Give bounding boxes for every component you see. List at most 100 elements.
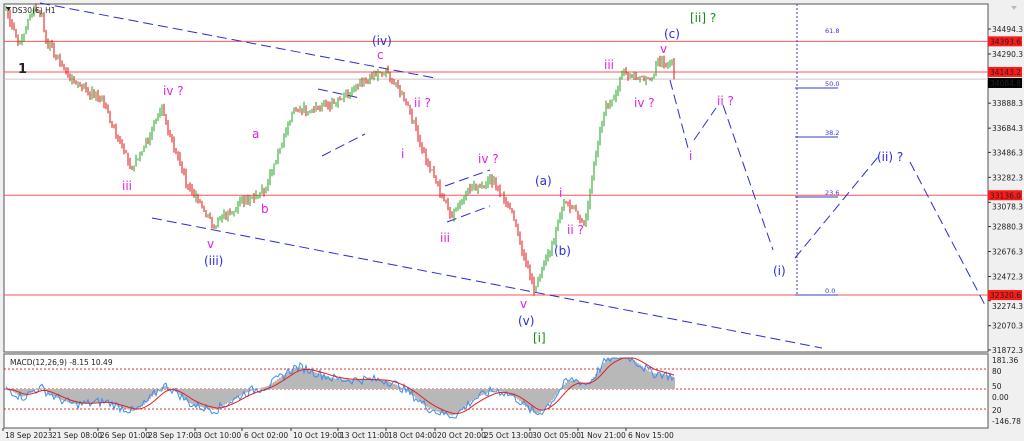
wave-label-p-v: (v) bbox=[518, 314, 534, 328]
wave-label-ii-q-1: ii ? bbox=[414, 96, 431, 110]
wave-label-p-a: (a) bbox=[535, 174, 552, 188]
macd-tick-label: 50 bbox=[992, 382, 1002, 391]
current-price-label: 34084.8 bbox=[990, 79, 1021, 88]
macd-tick-label: 20 bbox=[992, 406, 1002, 415]
macd-label: MACD(12,26,9) -8.15 10.49 bbox=[10, 358, 113, 367]
signal-line bbox=[5, 357, 675, 415]
wave-label-i-3: i bbox=[689, 149, 692, 163]
macd-tick-label: 0.00 bbox=[992, 393, 1009, 402]
price-tick-label: 32274.3 bbox=[992, 302, 1023, 311]
wave-label-p-c: (c) bbox=[664, 27, 680, 41]
channel-line[interactable] bbox=[317, 88, 361, 99]
wave-label-b: b bbox=[261, 202, 269, 216]
level-price-tag bbox=[988, 190, 1022, 201]
scroll-down-icon[interactable] bbox=[1011, 6, 1017, 10]
channel-line[interactable] bbox=[321, 133, 366, 157]
price-tick-label: 32676.3 bbox=[992, 248, 1023, 257]
macd-tick-label: 80 bbox=[992, 367, 1002, 376]
wave-label-p-iv: (iv) bbox=[372, 34, 392, 48]
macd-indicator bbox=[4, 356, 988, 419]
level-price-tag bbox=[988, 66, 1022, 77]
level-price-tag bbox=[988, 36, 1022, 47]
candles bbox=[5, 3, 675, 296]
wave-label-iv-q-2: iv ? bbox=[478, 152, 499, 166]
wave-label-ii-q-3: ii ? bbox=[717, 94, 734, 108]
price-tick-label: 33684.3 bbox=[992, 124, 1023, 133]
time-tick-label: 18 Sep 2023 bbox=[5, 431, 53, 440]
wave-label-iii-3: iii bbox=[604, 58, 614, 72]
symbol-label: DS30(€),H1 bbox=[12, 6, 56, 15]
wave-label-iii-1: iii bbox=[122, 179, 132, 193]
fib-level-label: 50.0 bbox=[825, 80, 839, 88]
time-tick-label: 3 Oct 10:00 bbox=[197, 431, 241, 440]
wave-label-v-1: v bbox=[207, 237, 214, 251]
projection-line[interactable] bbox=[909, 161, 986, 306]
price-tick-label: 33486.3 bbox=[992, 148, 1023, 157]
projection-line[interactable] bbox=[693, 107, 717, 141]
channel-line[interactable] bbox=[444, 169, 491, 187]
wave-label-br-i: [i] bbox=[533, 331, 546, 345]
lower-trendline[interactable] bbox=[151, 217, 823, 349]
time-tick-label: 30 Oct 05:00 bbox=[532, 431, 581, 440]
time-tick-label: 13 Oct 11:00 bbox=[340, 431, 389, 440]
upper-trendline[interactable] bbox=[39, 2, 436, 79]
wave-label-i-2: i bbox=[559, 186, 562, 200]
price-tick-label: 34494.3 bbox=[992, 25, 1023, 34]
level-price-label: 34143.2 bbox=[990, 68, 1021, 77]
projection-line[interactable] bbox=[669, 79, 689, 149]
time-tick-label: 26 Sep 01:00 bbox=[100, 431, 150, 440]
projection-line[interactable] bbox=[722, 104, 774, 251]
fib-level-label: 61.8 bbox=[825, 27, 839, 35]
wave-label-p-b: (b) bbox=[554, 244, 571, 258]
wave-label-one: 1 bbox=[18, 62, 27, 77]
wave-label-iv-q-3: iv ? bbox=[634, 96, 655, 110]
wave-label-br-ii-q: [ii] ? bbox=[690, 11, 716, 25]
time-tick-label: 18 Oct 04:00 bbox=[388, 431, 437, 440]
level-price-label: 34393.6 bbox=[990, 37, 1021, 46]
time-tick-label: 6 Oct 02:00 bbox=[244, 431, 288, 440]
fib-level-label: 38.2 bbox=[825, 129, 839, 137]
macd-tick-label: -146.78 bbox=[992, 417, 1021, 426]
wave-label-ii-q-2: ii ? bbox=[567, 223, 584, 237]
time-tick-label: 6 Nov 15:00 bbox=[628, 431, 674, 440]
price-tick-label: 33282.3 bbox=[992, 173, 1023, 182]
time-tick-label: 28 Sep 17:00 bbox=[148, 431, 198, 440]
fibonacci-retracement[interactable]: 61.8 50.0 38.2 23.6 0.0 bbox=[795, 4, 839, 296]
fib-level-label: 0.0 bbox=[825, 287, 835, 295]
trend-lines[interactable] bbox=[39, 2, 986, 349]
wave-label-iv-q-1: iv ? bbox=[163, 84, 184, 98]
price-axis: 34494.3 34290.3 33888.3 33684.3 33486.3 33282… bbox=[988, 25, 1023, 426]
level-price-tag bbox=[988, 290, 1022, 301]
time-tick-label: 20 Oct 20:00 bbox=[437, 431, 486, 440]
wave-label-p-ii-q: (ii) ? bbox=[877, 150, 903, 164]
chart-menu-icon[interactable] bbox=[6, 7, 11, 11]
time-tick-label: 21 Sep 08:00 bbox=[52, 431, 102, 440]
wave-label-v-2: v bbox=[520, 297, 527, 311]
price-tick-label: 32880.3 bbox=[992, 223, 1023, 232]
macd-tick-label: 181.36 bbox=[992, 356, 1018, 365]
price-tick-label: 31872.3 bbox=[992, 346, 1023, 355]
level-price-label: 32320.6 bbox=[990, 291, 1021, 300]
price-tick-label: 33078.3 bbox=[992, 202, 1023, 211]
wave-label-iii-2: iii bbox=[440, 231, 450, 245]
price-tick-label: 32070.3 bbox=[992, 322, 1023, 331]
time-tick-label: 10 Oct 19:00 bbox=[293, 431, 342, 440]
wave-label-p-iii: (iii) bbox=[204, 254, 223, 268]
fib-level-label: 23.6 bbox=[825, 189, 839, 197]
price-tick-label: 32472.3 bbox=[992, 272, 1023, 281]
time-tick-label: 1 Nov 21:00 bbox=[580, 431, 626, 440]
wave-label-p-i: (i) bbox=[773, 264, 786, 278]
level-price-label: 33136.0 bbox=[990, 191, 1021, 200]
wave-label-c: c bbox=[377, 48, 384, 62]
wave-label-i-1: i bbox=[401, 147, 404, 161]
wave-label-v-3: v bbox=[660, 42, 667, 56]
wave-label-a: a bbox=[252, 127, 259, 141]
time-tick-label: 25 Oct 13:00 bbox=[484, 431, 533, 440]
price-tick-label: 34290.3 bbox=[992, 50, 1023, 59]
projection-line[interactable] bbox=[794, 156, 879, 259]
price-tick-label: 33888.3 bbox=[992, 99, 1023, 108]
current-price-tag bbox=[988, 77, 1022, 88]
